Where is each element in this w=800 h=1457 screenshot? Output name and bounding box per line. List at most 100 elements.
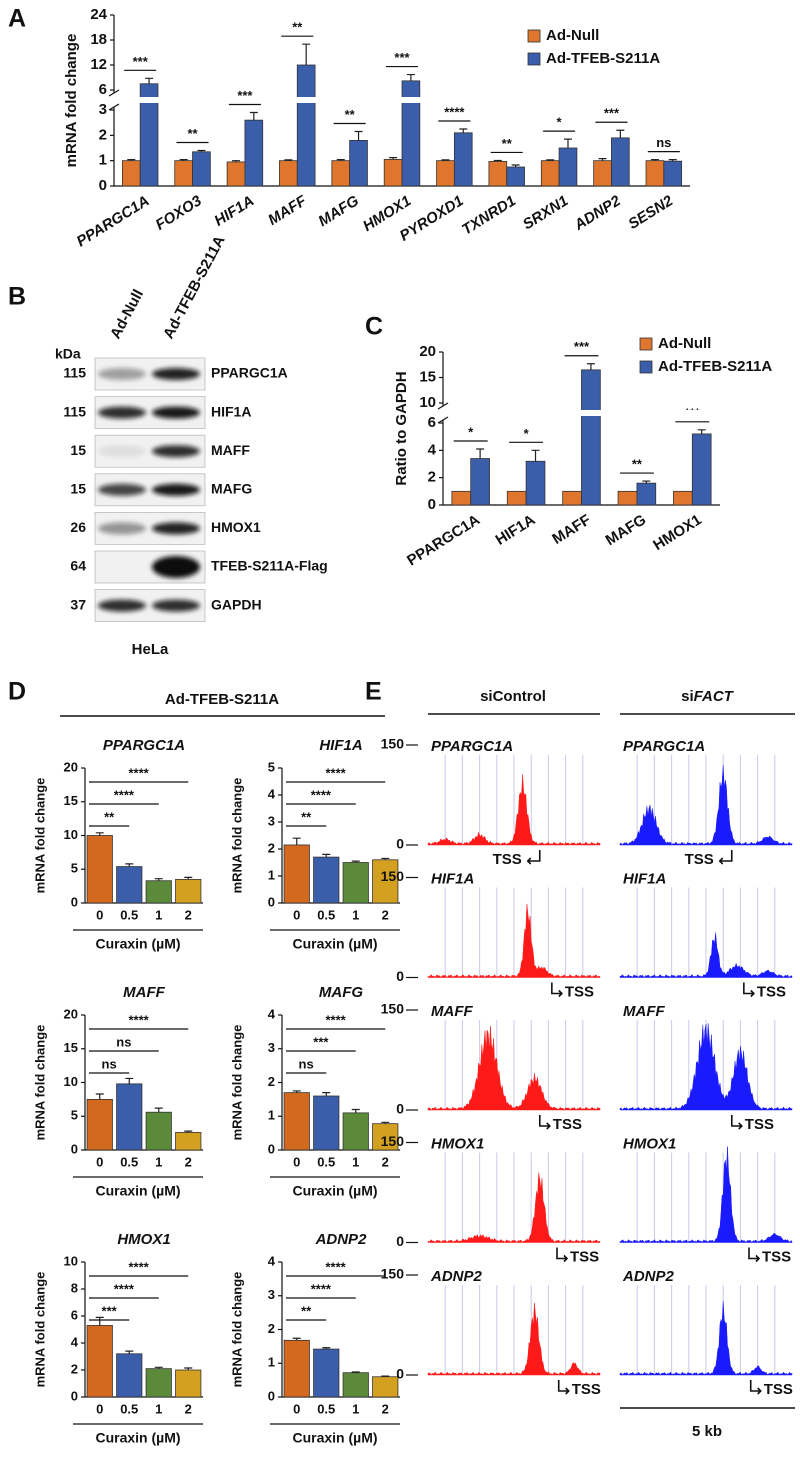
kda-marker: 26 <box>70 519 86 535</box>
y-tick-label: 10 <box>419 394 436 411</box>
error-bar <box>642 480 651 484</box>
x-tick-label: MAFG <box>315 192 362 230</box>
x-tick-label: 0.5 <box>317 907 335 922</box>
y-tick-label: 0 <box>268 894 275 909</box>
x-tick-label: ADNP2 <box>571 192 625 234</box>
y-tick-label: 24 <box>90 6 107 23</box>
coverage-track <box>619 1023 793 1111</box>
track-y-label: 0 <box>396 836 404 852</box>
x-axis-label: Curaxin (µM) <box>292 1183 377 1199</box>
x-tick-label: 2 <box>185 1401 192 1416</box>
blot-band <box>98 599 146 612</box>
coverage-track <box>619 1146 793 1243</box>
y-tick-label: 5 <box>268 759 275 774</box>
error-bar <box>95 1316 104 1326</box>
y-tick-label: 4 <box>268 1006 276 1021</box>
error-bar <box>531 449 540 462</box>
x-tick-label: 2 <box>185 1154 192 1169</box>
y-tick-label: 15 <box>64 1040 78 1055</box>
x-axis-label: Curaxin (µM) <box>292 936 377 952</box>
blot-band <box>98 522 146 535</box>
gene-label: PPARGC1A <box>431 738 513 755</box>
x-tick-label: 0.5 <box>120 1401 138 1416</box>
gene-label: HIF1A <box>431 870 474 887</box>
y-tick-label: 2 <box>268 1074 275 1089</box>
error-bar <box>127 159 136 161</box>
axis-break <box>437 402 449 410</box>
y-tick-label: 10 <box>64 1253 78 1268</box>
column-header-text: si <box>681 688 694 705</box>
error-bar <box>125 1077 134 1084</box>
error-bar <box>95 1093 104 1100</box>
legend-swatch <box>639 360 653 374</box>
y-tick-label: 6 <box>428 414 436 431</box>
error-bar <box>598 158 607 161</box>
bar <box>296 64 316 187</box>
y-axis-label: mRNA fold change <box>32 1025 47 1141</box>
x-tick-label: 1 <box>352 1154 359 1169</box>
y-tick-label: 20 <box>419 343 436 360</box>
tss-arrow <box>718 850 733 865</box>
error-bar <box>563 138 572 148</box>
bar <box>116 1353 143 1398</box>
x-axis-label: Curaxin (µM) <box>292 1430 377 1446</box>
scale-bar-label: 5 kb <box>692 1423 722 1440</box>
y-axis-label: mRNA fold change <box>229 778 244 894</box>
chart-title: ADNP2 <box>315 1231 368 1248</box>
y-tick-label: 1 <box>268 1108 275 1123</box>
bar <box>192 151 211 187</box>
significance-label: **** <box>326 765 347 780</box>
significance-label: * <box>557 115 563 130</box>
significance-label: *** <box>133 54 149 69</box>
x-tick-label: 2 <box>382 907 389 922</box>
tss-arrow <box>749 1380 762 1395</box>
y-tick-label: 20 <box>64 1006 78 1021</box>
kda-marker: 37 <box>70 596 86 612</box>
column-header-text: FACT <box>694 688 735 705</box>
axis-break <box>108 89 120 97</box>
bar <box>372 1123 399 1151</box>
bar <box>283 844 310 904</box>
error-bar <box>154 878 163 881</box>
bar <box>86 1098 113 1151</box>
gene-label: HMOX1 <box>623 1135 676 1152</box>
bar <box>116 866 143 904</box>
blot-band <box>152 599 200 612</box>
y-tick-label: 15 <box>64 793 78 808</box>
y-tick-label: 12 <box>90 56 107 73</box>
blot-band <box>98 368 146 380</box>
track-y-label: 0 <box>396 968 404 984</box>
tss-label: TSS <box>553 1116 582 1133</box>
error-bar <box>322 1347 331 1350</box>
x-tick-label: 0 <box>96 1401 103 1416</box>
axis-break <box>108 103 120 111</box>
legend-swatch <box>527 29 541 43</box>
lane-label: Ad-Null <box>107 287 147 342</box>
error-bar <box>154 1366 163 1369</box>
y-tick-label: 0 <box>99 177 107 194</box>
significance-label: ** <box>301 809 312 824</box>
significance-label: ns <box>299 1056 314 1071</box>
bar <box>342 862 369 904</box>
bar <box>175 1369 202 1398</box>
protein-label: PPARGC1A <box>211 365 288 381</box>
bar <box>372 859 399 904</box>
significance-label: * <box>468 424 474 439</box>
gene-label: MAFF <box>623 1003 665 1020</box>
error-bar <box>351 1108 360 1113</box>
panel-header: Ad-TFEB-S211A <box>165 691 279 708</box>
y-axis-label: mRNA fold change <box>229 1272 244 1388</box>
error-bar <box>381 857 390 860</box>
x-tick-label: HIF1A <box>211 192 257 229</box>
bar <box>383 158 403 187</box>
bar <box>175 1132 202 1151</box>
x-tick-label: 1 <box>155 907 162 922</box>
significance-label: *** <box>574 339 590 354</box>
significance-label: ** <box>345 107 356 122</box>
bar <box>401 80 421 187</box>
y-tick-label: 6 <box>71 1307 78 1322</box>
legend-label: Ad-Null <box>658 335 711 352</box>
error-bar <box>249 111 258 121</box>
error-bar <box>351 1371 360 1373</box>
error-bar <box>292 1090 301 1093</box>
